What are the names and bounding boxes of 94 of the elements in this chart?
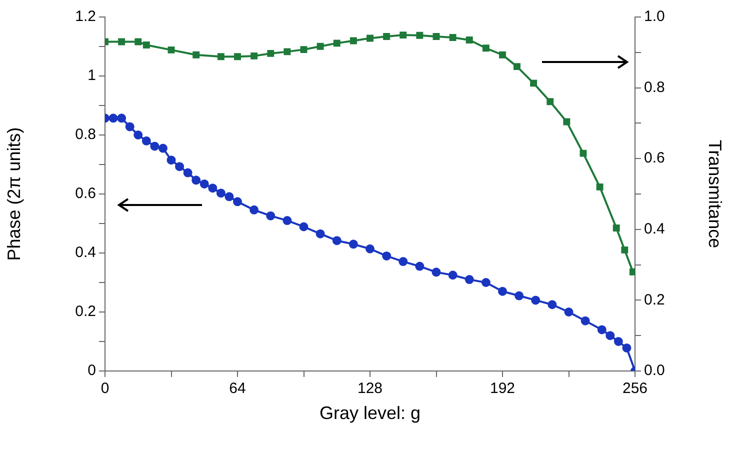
point	[432, 268, 441, 277]
point	[117, 114, 126, 123]
point	[192, 51, 200, 58]
point	[546, 98, 554, 106]
point	[400, 32, 407, 39]
y2-tick-label: 0.2	[644, 291, 665, 308]
point	[142, 136, 151, 146]
point	[563, 118, 570, 126]
y-tick-label: 0.2	[75, 303, 96, 320]
y2-tick-label: 0.4	[644, 220, 665, 238]
point	[316, 229, 325, 238]
y2-tick-label: 0.6	[644, 150, 665, 167]
point	[580, 150, 587, 157]
point	[250, 205, 259, 214]
point	[580, 316, 590, 326]
point	[134, 38, 142, 46]
y2-tick-label: 1.0	[644, 8, 665, 26]
point	[250, 52, 258, 60]
point	[398, 257, 408, 266]
point	[621, 246, 628, 254]
x-axis-title: Gray level: g	[319, 403, 421, 424]
point	[208, 184, 218, 193]
point	[612, 224, 620, 232]
x-tick-label: 64	[229, 380, 246, 398]
point	[448, 270, 458, 280]
y-tick-label: 1	[88, 67, 96, 84]
point	[432, 32, 440, 40]
point	[415, 262, 424, 271]
point	[514, 291, 524, 300]
point	[366, 34, 374, 42]
y2-tick-label: 0.0	[644, 362, 665, 380]
point	[629, 268, 635, 276]
point	[350, 37, 357, 44]
point	[142, 41, 150, 48]
point	[168, 46, 175, 54]
y2-axis-title: Transmitance	[705, 140, 726, 248]
point	[482, 44, 490, 52]
point	[348, 240, 358, 249]
y-axis-title: Phase (2π units)	[4, 127, 24, 261]
point	[416, 32, 424, 39]
point	[498, 286, 507, 296]
point	[316, 42, 324, 50]
point	[597, 325, 606, 334]
point	[134, 130, 143, 140]
point	[175, 162, 184, 172]
point	[216, 188, 226, 198]
point	[183, 168, 192, 178]
x-tick-label: 192	[490, 380, 516, 398]
y-tick-label: 1.2	[75, 8, 96, 26]
point	[531, 296, 540, 305]
point	[499, 51, 506, 58]
point	[382, 251, 392, 260]
point	[606, 331, 615, 340]
point	[333, 40, 340, 47]
point	[267, 50, 274, 57]
x-tick-label: 0	[100, 380, 110, 398]
point	[383, 32, 390, 40]
point	[158, 144, 168, 153]
point	[166, 156, 176, 165]
point	[108, 114, 118, 123]
point	[464, 275, 474, 284]
point	[530, 80, 538, 87]
point	[217, 53, 224, 60]
point	[266, 211, 276, 220]
point	[332, 236, 342, 246]
point	[366, 244, 374, 254]
y-tick-label: 0.4	[75, 244, 96, 262]
point	[118, 38, 126, 46]
point	[224, 192, 234, 202]
point	[614, 337, 623, 346]
y2-tick-label: 0.8	[644, 78, 665, 96]
point	[234, 53, 241, 60]
x-tick-label: 256	[622, 380, 648, 398]
point	[150, 142, 160, 151]
point	[596, 183, 604, 190]
point	[514, 63, 520, 70]
point	[548, 300, 557, 310]
point	[282, 216, 292, 226]
point	[564, 308, 574, 316]
x-tick-label: 128	[357, 380, 383, 398]
point	[233, 197, 242, 206]
point	[300, 46, 308, 54]
point	[449, 34, 456, 42]
y-tick-label: 0	[88, 362, 96, 380]
point	[466, 36, 473, 44]
point	[481, 278, 490, 287]
y-tick-label: 0.8	[75, 126, 96, 144]
point	[299, 222, 308, 232]
point	[125, 122, 134, 132]
point	[192, 176, 201, 185]
point	[284, 48, 291, 56]
point	[622, 343, 632, 352]
point	[200, 179, 209, 188]
y-tick-label: 0.6	[75, 185, 96, 202]
